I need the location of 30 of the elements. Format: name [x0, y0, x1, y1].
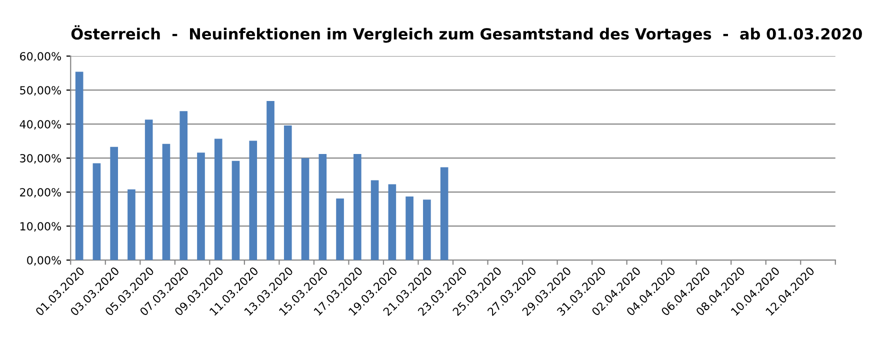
bar [423, 200, 431, 260]
bar [336, 198, 344, 260]
bar [406, 196, 414, 260]
bar [284, 125, 292, 260]
bar [75, 72, 84, 260]
bar [318, 154, 327, 260]
bar [180, 111, 188, 260]
bar [197, 152, 205, 260]
bar [110, 146, 118, 260]
y-tick-label: 20,00% [20, 188, 61, 198]
bar [388, 184, 396, 260]
bar [370, 180, 379, 260]
y-tick-label: 40,00% [20, 120, 61, 130]
y-tick-label: 30,00% [20, 154, 61, 164]
bar [301, 158, 310, 260]
y-tick-label: 10,00% [20, 222, 61, 232]
bar [354, 154, 362, 260]
bar [440, 167, 448, 260]
bar [128, 189, 136, 260]
y-tick-label: 0,00% [27, 256, 61, 266]
bar [266, 100, 274, 260]
y-tick-label: 50,00% [20, 86, 61, 96]
bar [249, 140, 258, 260]
bar [232, 160, 240, 260]
bar [92, 163, 101, 260]
bar [214, 138, 222, 260]
bar [162, 144, 170, 260]
y-tick-label: 60,00% [20, 52, 61, 62]
chart-title: Österreich - Neuinfektionen im Vergleich zum Gesamtstand des Vortages - ab 01.03.2020 [71, 25, 862, 43]
bar [144, 120, 153, 260]
